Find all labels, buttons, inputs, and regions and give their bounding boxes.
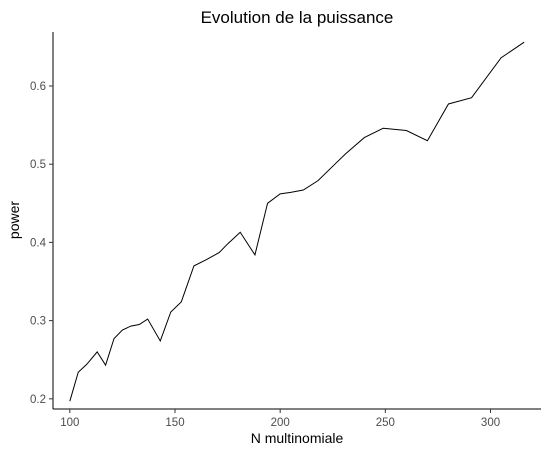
y-tick-label: 0.2 xyxy=(30,394,46,406)
y-axis-ticks: 0.2 0.3 0.4 0.5 0.6 xyxy=(30,81,53,406)
y-tick-label: 0.3 xyxy=(30,316,46,328)
plot-area: 0.2 0.3 0.4 0.5 0.6 100 150 200 250 300 xyxy=(30,32,541,429)
x-tick-label: 100 xyxy=(60,417,79,429)
x-tick-label: 200 xyxy=(271,417,290,429)
y-tick-label: 0.4 xyxy=(30,237,47,249)
chart-title: Evolution de la puissance xyxy=(201,8,394,27)
x-axis-label: N multinomiale xyxy=(251,430,344,446)
y-axis-label: power xyxy=(6,201,22,239)
y-tick-label: 0.6 xyxy=(30,81,46,93)
x-tick-label: 250 xyxy=(376,417,395,429)
x-tick-label: 300 xyxy=(481,417,500,429)
x-tick-label: 150 xyxy=(165,417,184,429)
y-tick-label: 0.5 xyxy=(30,159,46,171)
series-line-power xyxy=(69,41,525,402)
x-axis-ticks: 100 150 200 250 300 xyxy=(60,409,500,429)
